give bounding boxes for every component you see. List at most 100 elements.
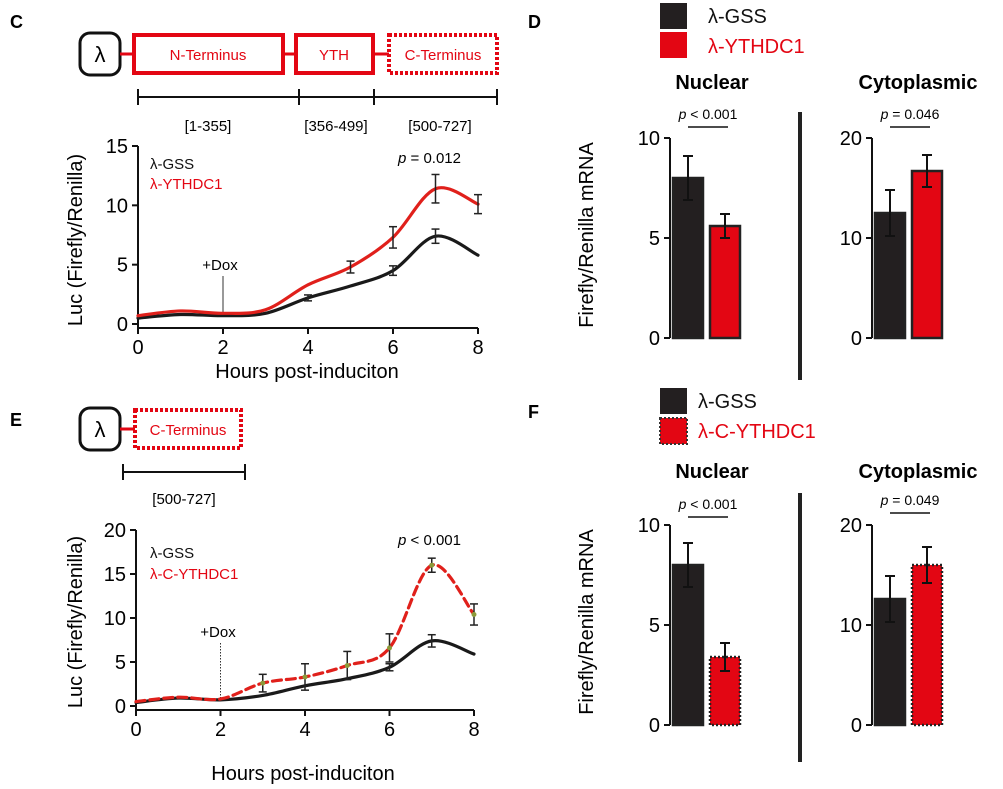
y-tick-label: 5: [649, 615, 660, 637]
bar: [671, 563, 705, 727]
legend-swatch-c-ythdc1-f: [659, 417, 688, 445]
y-tick-label: 20: [840, 515, 862, 537]
y-tick-label: 5: [115, 652, 126, 674]
bar-chart-f-cytoplasmic: Cytoplasmic 0 10 20 p = 0.049: [840, 461, 978, 737]
p-value-e: p < 0.001: [397, 532, 461, 549]
range-bracket-c: [137, 89, 498, 105]
p-value: p < 0.001: [678, 496, 738, 512]
y-axis-label-f: Firefly/Renilla mRNA: [576, 529, 598, 715]
c-terminus-domain-c: [387, 33, 499, 75]
y-tick-label: 15: [104, 564, 126, 586]
legend-gss-c: λ-GSS: [150, 156, 194, 173]
construct-c: λ N-Terminus YTH C-Terminus [1-355] [356…: [78, 31, 499, 135]
panel-letter-e: E: [10, 410, 22, 430]
y-tick-label: 0: [649, 328, 660, 350]
y-tick-label: 20: [840, 128, 862, 150]
y-tick-label: 10: [840, 615, 862, 637]
range-label-500-727-c: [500-727]: [408, 118, 471, 135]
data-point: [260, 680, 266, 686]
y-tick-label: 0: [851, 715, 862, 737]
series-line: [134, 563, 476, 704]
x-axis-label-e: Hours post-induciton: [211, 763, 394, 785]
legend-swatch-gss-f: [660, 388, 687, 414]
legend-c-ythdc1-e: λ-C-YTHDC1: [150, 566, 238, 583]
data-point: [429, 562, 435, 568]
y-tick-label: 5: [649, 228, 660, 250]
n-terminus-label: N-Terminus: [170, 47, 247, 64]
y-tick-label: 0: [115, 696, 126, 718]
lambda-label-e: λ: [95, 417, 106, 442]
title-d-nuclear: Nuclear: [675, 72, 749, 94]
data-point: [344, 663, 350, 669]
data-point: [387, 645, 392, 651]
x-axis-label-c: Hours post-induciton: [215, 361, 398, 383]
construct-e: λ C-Terminus [500-727]: [78, 406, 246, 508]
line-chart-c: Luc (Firefly/Renilla) Hours post-inducit…: [65, 136, 484, 383]
y-tick-label: 10: [638, 515, 660, 537]
yth-label: YTH: [319, 47, 349, 64]
y-tick-label: 0: [851, 328, 862, 350]
series-line: [136, 186, 480, 318]
legend-gss-d: λ-GSS: [708, 6, 767, 28]
y-axis-label-d: Firefly/Renilla mRNA: [576, 142, 598, 328]
x-tick-label: 2: [215, 719, 226, 741]
legend-gss-f: λ-GSS: [698, 391, 757, 413]
y-tick-label: 10: [840, 228, 862, 250]
range-label-356-499: [356-499]: [304, 118, 367, 135]
legend-gss-e: λ-GSS: [150, 545, 194, 562]
x-tick-label: 8: [472, 337, 483, 359]
title-d-cytoplasmic: Cytoplasmic: [859, 72, 978, 94]
bar-chart-d-nuclear: Nuclear 0 5 10 p < 0.001: [638, 72, 749, 350]
y-axis-label-e: Luc (Firefly/Renilla): [65, 536, 87, 708]
legend-d: λ-GSS λ-YTHDC1: [660, 3, 805, 58]
y-tick-label: 10: [104, 608, 126, 630]
series-line: [136, 234, 480, 320]
n-terminus-domain: [132, 33, 285, 75]
y-tick-label: 10: [106, 195, 128, 217]
p-value: p = 0.046: [880, 106, 940, 122]
panel-letter-c: C: [10, 12, 23, 32]
x-tick-label: 4: [299, 719, 310, 741]
y-tick-label: 0: [117, 314, 128, 336]
legend-ythdc1-d: λ-YTHDC1: [708, 36, 805, 58]
lambda-label-c: λ: [95, 42, 106, 67]
legend-swatch-ythdc1-d: [660, 32, 687, 58]
bar: [910, 563, 944, 727]
legend-swatch-gss-d: [660, 3, 687, 29]
bar: [671, 176, 705, 340]
legend-f: λ-GSS λ-C-YTHDC1: [659, 388, 816, 445]
title-f-cytoplasmic: Cytoplasmic: [859, 461, 978, 483]
bar: [910, 169, 944, 340]
c-terminus-domain-e: [133, 408, 243, 450]
c-terminus-label-e: C-Terminus: [150, 422, 227, 439]
bar: [708, 224, 742, 340]
range-label-500-727-e: [500-727]: [152, 491, 215, 508]
dox-annotation-e: +Dox: [200, 624, 236, 641]
x-tick-label: 2: [217, 337, 228, 359]
x-tick-label: 6: [384, 719, 395, 741]
c-terminus-label-c: C-Terminus: [405, 47, 482, 64]
x-tick-label: 4: [302, 337, 313, 359]
y-axis-label-c: Luc (Firefly/Renilla): [65, 154, 87, 326]
x-tick-label: 8: [468, 719, 479, 741]
legend-c-ythdc1-f: λ-C-YTHDC1: [698, 421, 816, 443]
range-label-1-355: [1-355]: [185, 118, 232, 135]
x-tick-label: 6: [387, 337, 398, 359]
y-tick-label: 20: [104, 520, 126, 542]
panel-letter-d: D: [528, 12, 541, 32]
data-point: [471, 611, 477, 617]
y-tick-label: 15: [106, 136, 128, 158]
data-point: [302, 674, 308, 680]
x-tick-label: 0: [132, 337, 143, 359]
bar-chart-f-nuclear: Nuclear 0 5 10 p < 0.001: [638, 461, 749, 737]
line-chart-e: Luc (Firefly/Renilla) Hours post-inducit…: [65, 520, 480, 785]
legend-ythdc1-c: λ-YTHDC1: [150, 176, 223, 193]
range-bracket-e: [122, 464, 246, 480]
panel-letter-f: F: [528, 402, 539, 422]
y-tick-label: 5: [117, 255, 128, 277]
title-f-nuclear: Nuclear: [675, 461, 749, 483]
p-value: p < 0.001: [678, 106, 738, 122]
y-tick-label: 0: [649, 715, 660, 737]
p-value: p = 0.049: [880, 492, 940, 508]
